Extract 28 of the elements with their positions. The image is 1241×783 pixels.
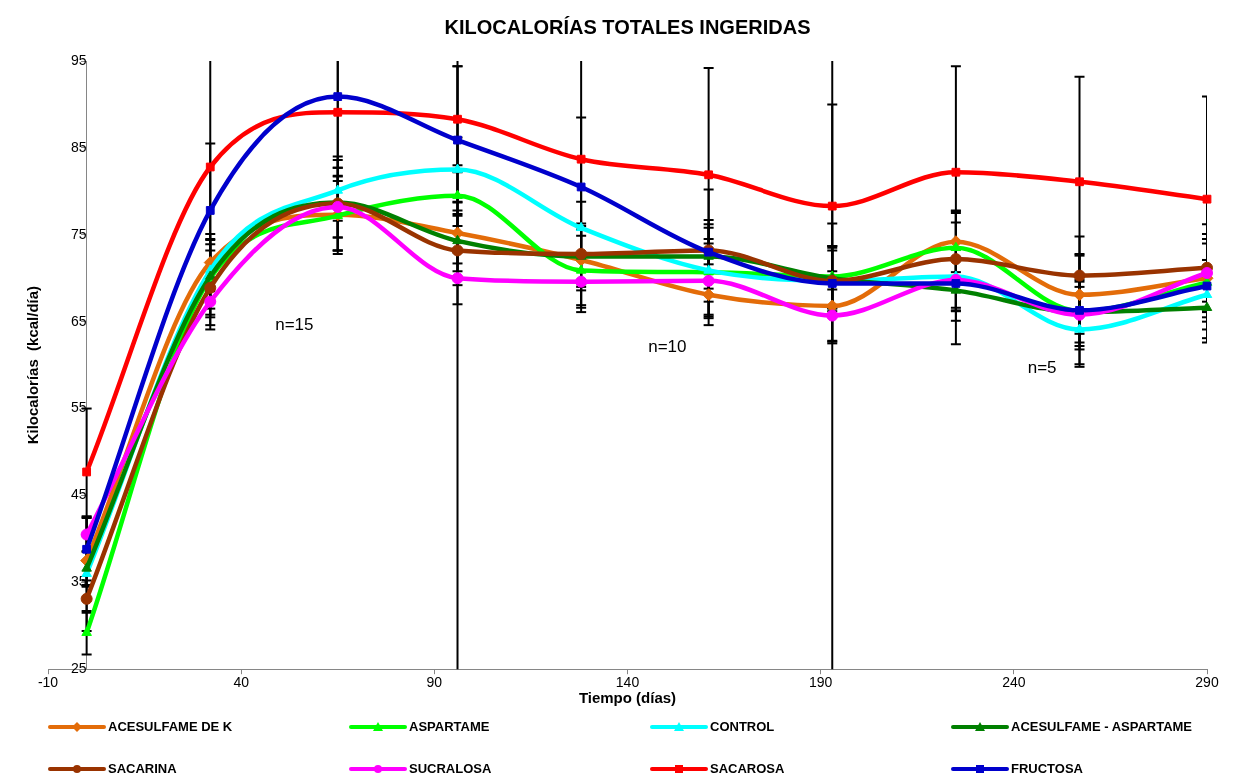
y-tick-label: 95 xyxy=(71,51,87,68)
legend-label: CONTROL xyxy=(710,719,775,734)
x-axis-title: Tiempo (días) xyxy=(578,689,677,707)
y-tick-label: 85 xyxy=(71,138,87,155)
annotation: n=15 xyxy=(275,314,314,334)
y-tick-label: 25 xyxy=(71,660,87,677)
y-tick-label: 55 xyxy=(71,399,87,416)
x-tick-label: 90 xyxy=(426,674,443,691)
annotation: n=10 xyxy=(648,336,687,356)
legend-label: SACARINA xyxy=(108,761,177,776)
chart-title: KILOCALORÍAS TOTALES INGERIDAS xyxy=(444,15,811,38)
x-tick-label: 190 xyxy=(808,674,833,691)
y-tick-label: 65 xyxy=(71,312,87,329)
x-tick-label: 140 xyxy=(615,674,640,691)
x-tick-label: 240 xyxy=(1002,674,1026,691)
legend-label: ACESULFAME - ASPARTAME xyxy=(1011,719,1193,734)
legend-label: ACESULFAME DE K xyxy=(108,719,233,734)
x-tick-label: -10 xyxy=(37,674,59,691)
y-tick-label: 45 xyxy=(71,486,87,503)
y-tick-label: 75 xyxy=(71,225,87,242)
legend-label: FRUCTOSA xyxy=(1011,761,1083,776)
legend-label: SUCRALOSA xyxy=(409,761,492,776)
legend-label: SACAROSA xyxy=(710,761,785,776)
annotation: n=5 xyxy=(1027,358,1057,378)
x-tick-label: 290 xyxy=(1195,674,1219,691)
legend-label: ASPARTAME xyxy=(409,719,490,734)
x-tick-label: 40 xyxy=(233,674,250,691)
y-axis-title: Kilocalorías (kcal/día) xyxy=(24,285,42,445)
